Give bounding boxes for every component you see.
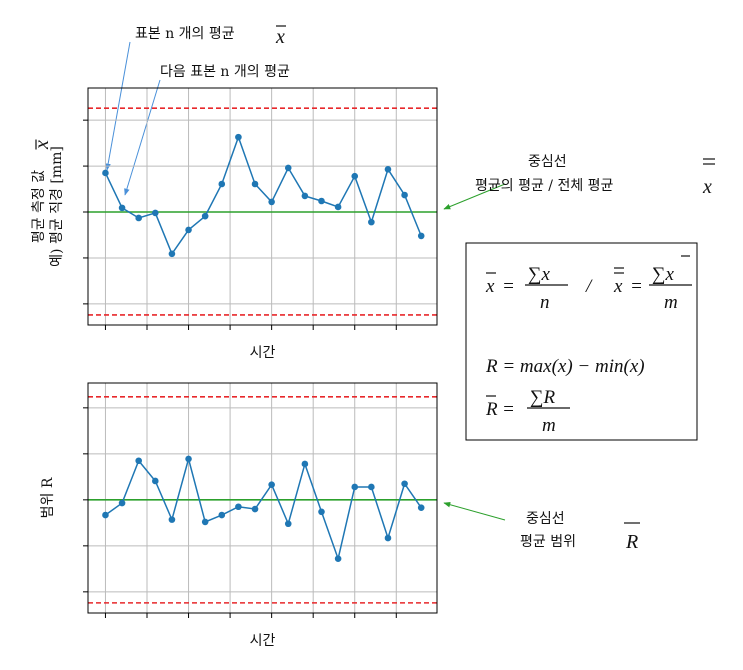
data-point [401, 191, 408, 199]
data-point [301, 460, 309, 468]
data-point [135, 214, 142, 222]
data-point [251, 505, 259, 513]
annotation: 중심선 [528, 154, 567, 170]
data-point [118, 204, 126, 212]
data-point [152, 477, 159, 485]
data-point [301, 192, 309, 200]
data-point [268, 481, 275, 488]
data-point [102, 169, 109, 177]
annotation: 중심선 [526, 511, 565, 527]
formula-denominator: m [542, 415, 556, 436]
formula-equals: = [502, 276, 515, 297]
data-point [334, 203, 342, 211]
data-point [368, 483, 375, 491]
data-point [218, 511, 226, 519]
data-point [351, 483, 359, 491]
data-point [284, 164, 292, 172]
annotation: 평균 범위 [520, 534, 576, 550]
annotation-symbol: x [702, 176, 712, 198]
plot-frame [87, 382, 438, 614]
annotation: 다음 표본 n 개의 평균 [160, 64, 290, 80]
data-point [284, 520, 292, 528]
formula-equals: = [630, 276, 643, 297]
data-point [102, 511, 109, 519]
data-point [268, 198, 275, 206]
formula-numerator: ∑x [652, 264, 675, 285]
annotation: 표본 n 개의 평균 [135, 26, 235, 42]
arrow [124, 79, 161, 196]
data-point [168, 516, 176, 523]
data-point [401, 480, 408, 488]
data-point [201, 212, 209, 220]
formula-separator: / [585, 276, 593, 297]
annotation-symbol: x [275, 26, 285, 48]
data-point [135, 457, 142, 465]
data-point [251, 180, 259, 188]
data-point [351, 172, 359, 180]
data-point [384, 534, 392, 542]
data-point [235, 133, 242, 141]
arrow [105, 41, 131, 171]
data-line [105, 456, 422, 562]
arrow [443, 501, 506, 521]
formula-box [465, 242, 698, 441]
data-point [417, 504, 425, 511]
formula-symbol: x [485, 276, 495, 297]
formula-denominator: m [664, 292, 678, 313]
data-point [185, 455, 192, 463]
data-point [201, 518, 209, 526]
data-point [368, 218, 375, 226]
data-point [417, 232, 425, 240]
formula-numerator: ∑R [530, 387, 556, 408]
formula-denominator: n [540, 292, 550, 313]
plot-frame [87, 87, 438, 326]
data-point [235, 503, 242, 511]
y-axis-label: 평균 측정 값 [31, 170, 47, 243]
data-point [168, 250, 176, 258]
data-point [318, 508, 325, 516]
formula-symbol: R [485, 399, 498, 420]
data-point [318, 197, 325, 205]
data-point [334, 555, 342, 563]
data-point [152, 209, 159, 217]
y-axis-symbol: x [31, 140, 53, 150]
y-axis-label: 범위 R [40, 477, 56, 518]
formula-equals: = [502, 399, 515, 420]
data-line [104, 134, 422, 256]
data-point [185, 226, 192, 234]
formula: R = max(x) − min(x) [485, 356, 645, 377]
data-point [118, 499, 126, 507]
arrow [443, 183, 506, 210]
annotation-symbol: R [625, 531, 638, 553]
data-point [218, 180, 226, 188]
formula-symbol: x [613, 276, 623, 297]
annotation: 평균의 평균 / 전체 평균 [475, 178, 614, 194]
x-axis-label: 시간 [250, 345, 276, 361]
y-axis-label: 예) 평균 직경 [mm] [49, 146, 65, 267]
data-point [384, 165, 392, 173]
x-axis-label: 시간 [250, 633, 276, 649]
formula-numerator: ∑x [528, 264, 551, 285]
